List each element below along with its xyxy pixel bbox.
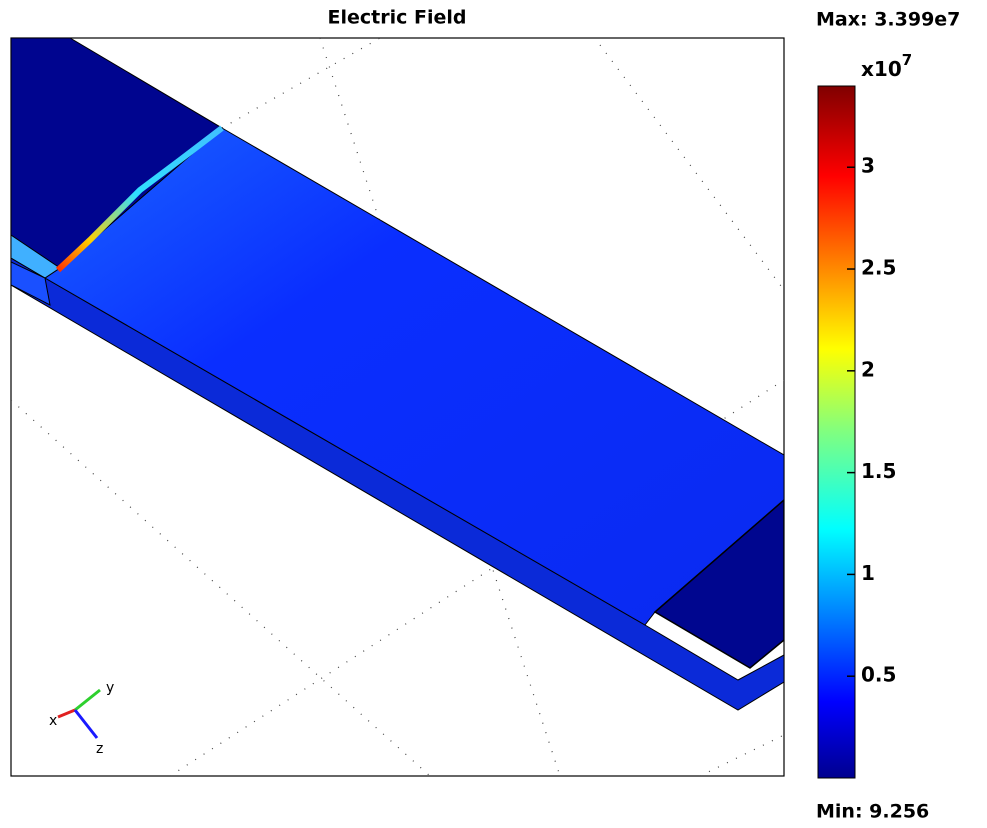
triad-label: z [96,741,103,757]
chart: y x z Electric Field Max: 3.399e7 Min: 9… [0,0,987,824]
colorbar-tick-label: 1 [861,561,875,585]
colorbar-multiplier: x107 [861,51,912,81]
multiplier-exponent: 7 [902,51,912,69]
colorbar-tick-label: 0.5 [861,663,896,687]
plot-area: y x z [11,38,784,776]
triad-label: y [106,680,114,696]
multiplier-base: x10 [861,57,902,81]
colorbar-tick-label: 3 [861,154,875,178]
colorbar-tick-label: 1.5 [861,459,896,483]
chart-title: Electric Field [328,7,467,29]
colorbar-tick-label: 2.5 [861,256,896,280]
colorbar [818,86,855,778]
max-label: Max: 3.399e7 [816,9,960,31]
min-label: Min: 9.256 [816,801,929,823]
colorbar-tick-label: 2 [861,357,875,381]
triad-label: x [49,713,57,729]
